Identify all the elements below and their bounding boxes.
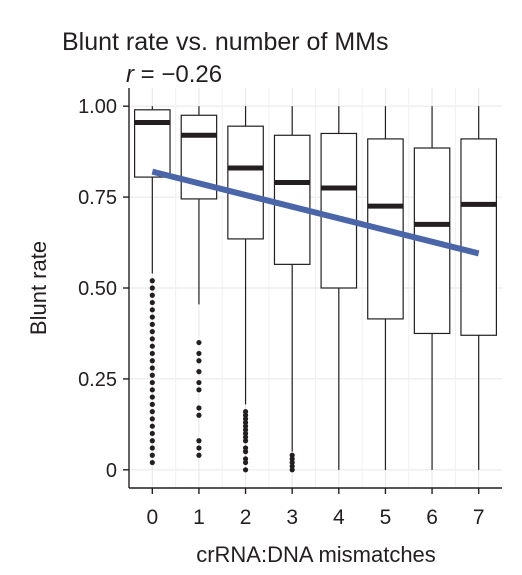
x-tick-label: 7 — [473, 506, 485, 529]
outlier-point — [196, 350, 202, 357]
outlier-point — [242, 467, 249, 473]
outlier-point — [289, 459, 295, 466]
outlier-point — [149, 438, 155, 444]
x-tick-label: 0 — [146, 506, 158, 529]
y-tick-label: 0.25 — [78, 369, 117, 391]
outlier-point — [289, 467, 295, 473]
outlier-point — [149, 372, 155, 378]
outlier-point — [149, 379, 155, 386]
outlier-point — [289, 456, 295, 462]
x-tick-label: 2 — [240, 506, 252, 529]
outlier-point — [149, 430, 155, 437]
outlier-point — [196, 445, 202, 451]
chart-title: Blunt rate vs. number of MMs — [62, 28, 389, 56]
outlier-point — [196, 379, 202, 386]
outlier-point — [196, 369, 202, 375]
outlier-point — [196, 452, 202, 458]
outlier-point — [242, 430, 249, 437]
correlation-annotation: r = −0.26 — [126, 61, 222, 88]
outlier-point — [242, 423, 249, 429]
outlier-point — [149, 350, 155, 357]
y-tick-label: 0.50 — [78, 278, 117, 300]
outlier-point — [242, 409, 249, 415]
box-iqr — [320, 132, 358, 289]
outlier-point — [149, 329, 155, 335]
x-tick-label: 3 — [286, 506, 298, 529]
x-tick-label: 4 — [333, 506, 345, 529]
outlier-point — [196, 387, 202, 393]
trend-line — [151, 168, 480, 257]
outlier-point — [149, 299, 155, 306]
y-tick-label: 1.00 — [78, 96, 117, 118]
outlier-point — [242, 445, 249, 451]
box-iqr — [273, 134, 311, 265]
outlier-point — [242, 449, 249, 455]
x-tick-label: 6 — [426, 506, 438, 529]
x-tick-label: 5 — [380, 506, 392, 529]
outlier-point — [242, 416, 249, 422]
x-axis-label: crRNA:DNA mismatches — [196, 542, 436, 567]
outlier-point — [289, 452, 295, 458]
outlier-point — [196, 438, 202, 444]
outlier-point — [242, 459, 249, 466]
outlier-point — [149, 459, 155, 466]
outlier-point — [289, 463, 295, 469]
outlier-point — [149, 416, 155, 422]
x-tick-label: 1 — [193, 506, 205, 529]
outlier-point — [242, 419, 249, 426]
outlier-point — [149, 394, 155, 400]
outlier-point — [149, 314, 155, 320]
outlier-point — [149, 452, 155, 458]
outlier-point — [242, 427, 249, 433]
outlier-point — [242, 438, 249, 444]
outlier-point — [149, 358, 155, 364]
box-iqr — [227, 125, 264, 240]
outlier-point — [149, 409, 155, 415]
outlier-point — [149, 285, 155, 291]
outlier-point — [149, 336, 155, 342]
box-iqr — [133, 109, 171, 178]
outlier-point — [149, 423, 155, 429]
box-iqr — [460, 138, 498, 336]
y-tick-label: 0.75 — [78, 187, 117, 209]
outlier-point — [242, 456, 249, 462]
outlier-point — [149, 445, 155, 451]
outlier-point — [196, 412, 202, 418]
outlier-point — [196, 358, 202, 364]
outlier-point — [149, 307, 155, 313]
outlier-point — [196, 339, 202, 346]
y-axis-label: Blunt rate — [26, 241, 51, 335]
y-tick-label: 0 — [106, 460, 117, 482]
correlation-symbol: r — [126, 61, 135, 88]
correlation-value: = −0.26 — [134, 61, 222, 88]
outlier-point — [149, 278, 155, 284]
outlier-point — [242, 412, 249, 418]
outlier-point — [149, 321, 155, 327]
outlier-point — [149, 387, 155, 393]
outlier-point — [196, 405, 202, 411]
plot-area: 0 0.25 0.50 0.75 1.00 0 1 2 3 4 5 6 7 — [78, 88, 502, 529]
outlier-point — [149, 365, 155, 371]
outlier-point — [149, 292, 155, 298]
outlier-point — [242, 434, 249, 440]
outlier-point — [149, 343, 155, 349]
outlier-point — [149, 401, 155, 407]
